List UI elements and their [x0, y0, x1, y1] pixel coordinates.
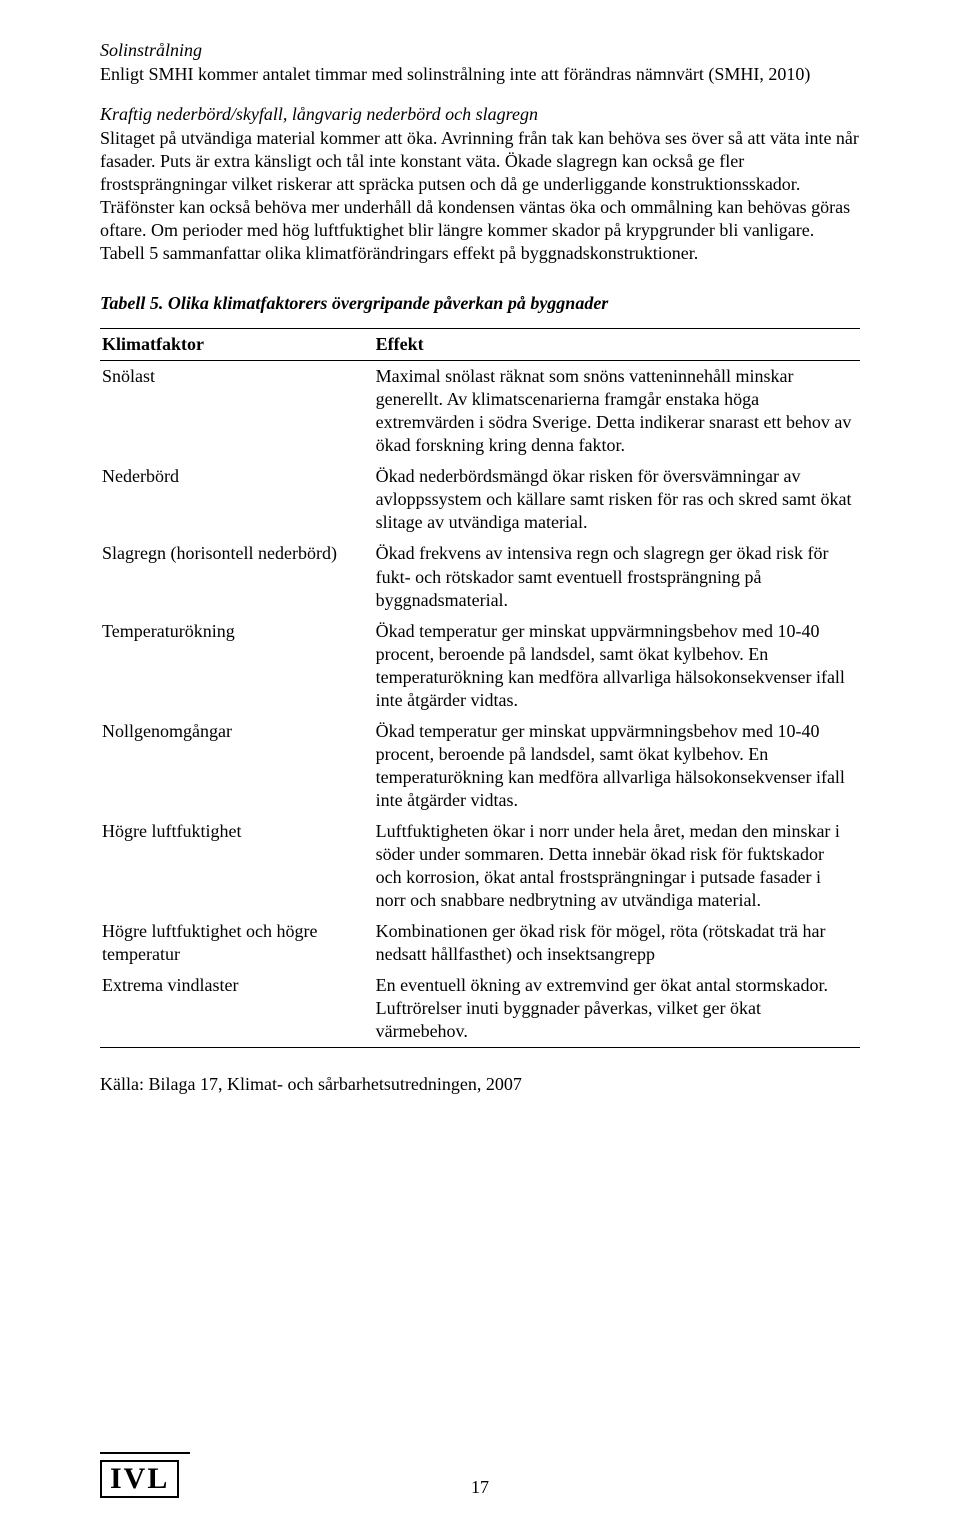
th-effekt: Effekt: [374, 329, 860, 361]
table-row: Högre luftfuktighet Luftfuktigheten ökar…: [100, 816, 860, 916]
table-row: Nederbörd Ökad nederbördsmängd ökar risk…: [100, 461, 860, 538]
cell-effekt: Ökad temperatur ger minskat uppvärmnings…: [374, 716, 860, 816]
cell-effekt: Luftfuktigheten ökar i norr under hela å…: [374, 816, 860, 916]
table-row: Slagregn (horisontell nederbörd) Ökad fr…: [100, 538, 860, 615]
cell-effekt: Ökad nederbördsmängd ökar risken för öve…: [374, 461, 860, 538]
footer-divider: [100, 1452, 190, 1454]
table-row: Extrema vindlaster En eventuell ökning a…: [100, 970, 860, 1048]
table-row: Nollgenomgångar Ökad temperatur ger mins…: [100, 716, 860, 816]
heading-solinstralning: Solinstrålning: [100, 40, 860, 61]
cell-klimatfaktor: Snölast: [100, 361, 374, 462]
cell-effekt: Kombinationen ger ökad risk för mögel, r…: [374, 916, 860, 970]
heading-nederbord: Kraftig nederbörd/skyfall, långvarig ned…: [100, 104, 860, 125]
footer: IVL 17: [100, 1452, 860, 1498]
page-number: 17: [471, 1477, 489, 1498]
th-klimatfaktor: Klimatfaktor: [100, 329, 374, 361]
paragraph-1: Enligt SMHI kommer antalet timmar med so…: [100, 63, 860, 86]
cell-klimatfaktor: Extrema vindlaster: [100, 970, 374, 1048]
table-row: Snölast Maximal snölast räknat som snöns…: [100, 361, 860, 462]
cell-klimatfaktor: Temperaturökning: [100, 616, 374, 716]
paragraph-2: Slitaget på utvändiga material kommer at…: [100, 127, 860, 265]
cell-klimatfaktor: Nollgenomgångar: [100, 716, 374, 816]
table-caption: Tabell 5. Olika klimatfaktorers övergrip…: [100, 293, 860, 314]
ivl-logo: IVL: [100, 1460, 179, 1498]
cell-klimatfaktor: Högre luftfuktighet och högre temperatur: [100, 916, 374, 970]
cell-effekt: Ökad temperatur ger minskat uppvärmnings…: [374, 616, 860, 716]
table-row: Temperaturökning Ökad temperatur ger min…: [100, 616, 860, 716]
climate-table: Klimatfaktor Effekt Snölast Maximal snöl…: [100, 328, 860, 1048]
cell-effekt: En eventuell ökning av extremvind ger ök…: [374, 970, 860, 1048]
cell-klimatfaktor: Högre luftfuktighet: [100, 816, 374, 916]
cell-klimatfaktor: Nederbörd: [100, 461, 374, 538]
cell-effekt: Maximal snölast räknat som snöns vatteni…: [374, 361, 860, 462]
source-text: Källa: Bilaga 17, Klimat- och sårbarhets…: [100, 1074, 860, 1095]
table-row: Högre luftfuktighet och högre temperatur…: [100, 916, 860, 970]
cell-effekt: Ökad frekvens av intensiva regn och slag…: [374, 538, 860, 615]
cell-klimatfaktor: Slagregn (horisontell nederbörd): [100, 538, 374, 615]
